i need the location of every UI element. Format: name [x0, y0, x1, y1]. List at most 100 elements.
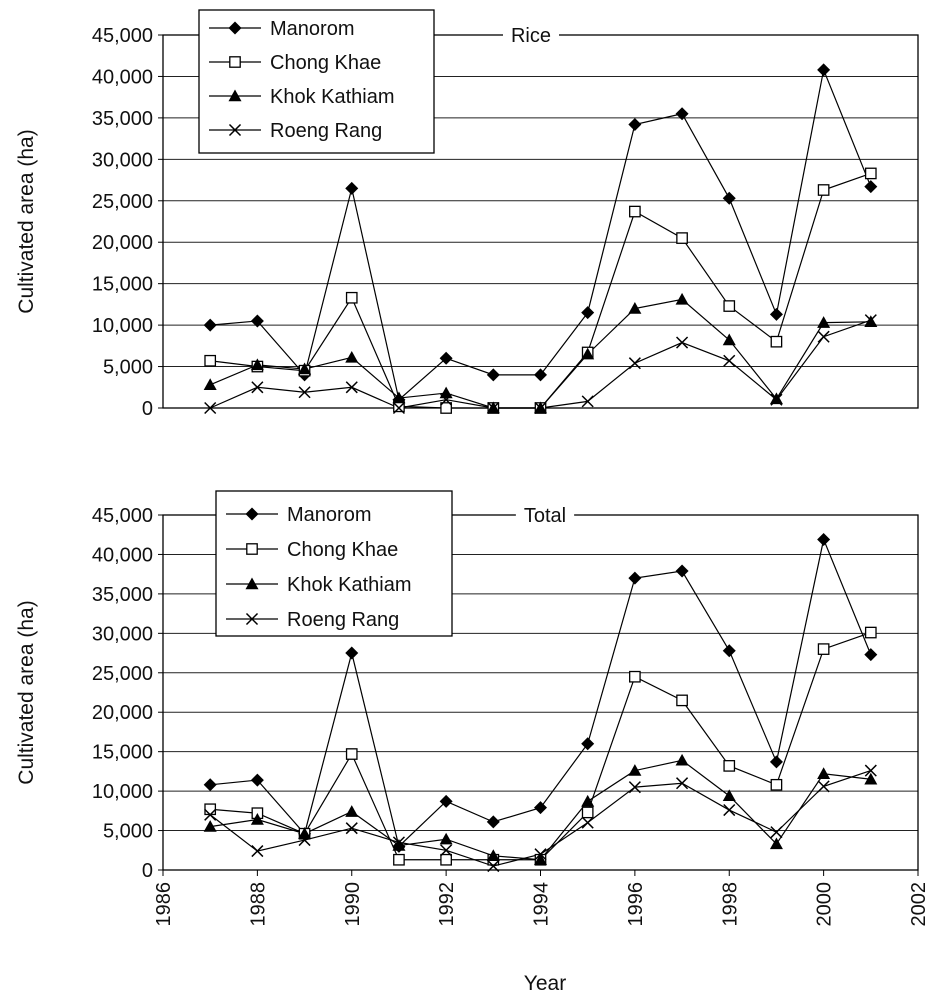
x-tick-label: 1992 [436, 882, 458, 927]
data-point [345, 748, 358, 760]
legend-marker [229, 56, 241, 68]
y-tick-label: 15,000 [92, 742, 153, 764]
x-tick-label: 2002 [908, 882, 930, 927]
data-point [204, 401, 217, 415]
data-point [581, 794, 595, 807]
data-point [250, 813, 264, 825]
data-point [722, 789, 736, 802]
data-point [440, 402, 452, 414]
data-point [345, 381, 358, 394]
data-point [628, 781, 641, 794]
data-point [298, 362, 312, 375]
data-point [770, 335, 783, 348]
data-point [439, 351, 453, 365]
data-point [770, 826, 783, 839]
data-point [628, 571, 642, 585]
y-tick-label: 5,000 [103, 357, 153, 379]
data-point [864, 764, 877, 777]
data-point [486, 368, 500, 382]
y-tick-label: 15,000 [92, 274, 153, 296]
data-point [676, 232, 688, 244]
legend-marker [228, 123, 242, 137]
y-axis-label: Cultivated area (ha) [15, 600, 38, 784]
data-point [534, 401, 547, 415]
data-point [628, 118, 642, 132]
data-point [676, 336, 689, 349]
chart-title: Rice [511, 25, 551, 47]
legend-label: Roeng Rang [287, 609, 399, 631]
data-point [864, 180, 878, 194]
data-point [250, 358, 264, 371]
data-point [439, 832, 453, 845]
data-point [769, 837, 783, 850]
data-point [723, 354, 736, 367]
data-point [345, 822, 358, 835]
y-tick-label: 25,000 [92, 191, 153, 213]
y-tick-label: 30,000 [92, 149, 153, 171]
data-point [393, 853, 405, 866]
y-tick-label: 45,000 [92, 25, 153, 47]
data-point [722, 644, 736, 658]
data-point [251, 381, 264, 394]
data-point [439, 386, 453, 399]
legend-label: Roeng Rang [270, 120, 382, 142]
data-point [581, 737, 595, 751]
data-point [439, 794, 453, 808]
data-point [723, 803, 736, 817]
legend-box [198, 9, 435, 154]
x-tick-label: 2000 [814, 882, 836, 927]
legend-marker [228, 21, 242, 35]
data-point [581, 395, 594, 408]
x-tick-label: 1994 [531, 882, 553, 927]
data-point [534, 848, 547, 861]
data-point [250, 314, 264, 328]
legend-label: Manorom [270, 18, 354, 40]
data-point [581, 306, 595, 320]
y-tick-label: 20,000 [92, 232, 153, 254]
data-point [770, 778, 783, 791]
y-tick-label: 40,000 [92, 66, 153, 88]
data-point [345, 181, 359, 195]
data-point [676, 777, 689, 790]
y-tick-label: 40,000 [92, 544, 153, 566]
data-point [440, 844, 453, 857]
chart-title-background [515, 504, 575, 528]
data-point [204, 808, 217, 821]
legend-marker [228, 89, 242, 102]
data-point [581, 347, 595, 360]
y-tick-label: 5,000 [103, 821, 153, 843]
data-point [769, 755, 783, 769]
data-point [203, 778, 217, 792]
data-point [392, 401, 405, 415]
data-point [392, 836, 405, 849]
data-point [817, 316, 831, 328]
data-point [675, 292, 689, 305]
data-point [769, 392, 783, 405]
legend-label: Manorom [287, 504, 371, 526]
y-tick-label: 35,000 [92, 584, 153, 606]
data-point [486, 849, 500, 861]
data-point [864, 772, 878, 785]
data-point [534, 368, 547, 382]
data-point [817, 767, 831, 779]
x-axis-label: Year [524, 972, 566, 995]
data-point [676, 694, 688, 707]
data-point [345, 291, 358, 304]
data-point [864, 314, 877, 327]
legend-label: Khok Kathiam [270, 86, 395, 108]
data-point [628, 357, 641, 370]
data-point [581, 816, 594, 829]
data-point [629, 670, 641, 683]
y-tick-label: 25,000 [92, 663, 153, 685]
data-point [345, 350, 359, 363]
data-point [581, 806, 594, 819]
data-point [817, 643, 830, 655]
data-point [817, 330, 830, 343]
data-point [440, 853, 452, 866]
data-point [723, 300, 736, 312]
data-point [675, 564, 689, 578]
y-tick-label: 10,000 [92, 781, 153, 803]
data-point [345, 805, 359, 817]
x-tick-label: 1988 [247, 882, 269, 927]
